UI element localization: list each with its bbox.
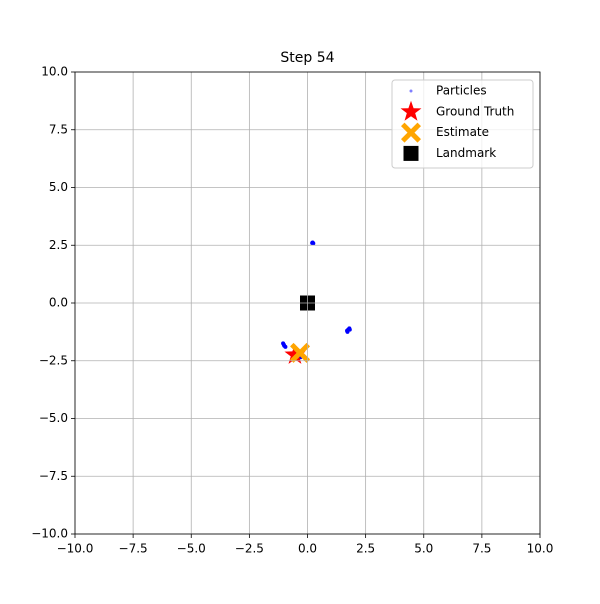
y-tick-label: 7.5 xyxy=(49,122,68,136)
x-tick-label: 5.0 xyxy=(414,542,433,556)
star-marker xyxy=(284,343,306,364)
x-tick-label: 7.5 xyxy=(472,542,491,556)
x-tick-label: 2.5 xyxy=(356,542,375,556)
x-tick-label: −7.5 xyxy=(119,542,148,556)
x-tick-label: −2.5 xyxy=(235,542,264,556)
legend: Particles Ground Truth Estimate Landmark xyxy=(391,79,534,169)
y-tick-label: 5.0 xyxy=(49,180,68,194)
y-tick-label: 2.5 xyxy=(49,238,68,252)
y-tick-label: −7.5 xyxy=(39,469,68,483)
legend-box xyxy=(391,79,534,169)
x-tick-label: −10.0 xyxy=(57,542,94,556)
x-marker xyxy=(290,342,311,363)
legend-marker xyxy=(400,100,422,121)
legend-label: Particles xyxy=(436,84,487,98)
particle xyxy=(347,327,352,332)
plot-area xyxy=(281,240,352,364)
y-tick-label: −5.0 xyxy=(39,411,68,425)
y-tick-label: −2.5 xyxy=(39,353,68,367)
axes-frame xyxy=(74,71,541,535)
particle xyxy=(281,342,286,347)
x-tick-label: 0.0 xyxy=(298,542,317,556)
legend-label: Estimate xyxy=(436,125,489,139)
legend-marker xyxy=(403,145,419,161)
y-tick-label: −10.0 xyxy=(31,527,68,541)
legend-marker xyxy=(401,122,421,143)
particle xyxy=(310,240,315,245)
legend-label: Landmark xyxy=(436,146,496,160)
legend-marker xyxy=(409,89,413,93)
x-tick-label: −5.0 xyxy=(177,542,206,556)
y-tick-label: 10.0 xyxy=(41,65,68,79)
chart-title: Step 54 xyxy=(280,50,334,66)
legend-label: Ground Truth xyxy=(436,104,514,118)
y-tick-label: 0.0 xyxy=(49,296,68,310)
x-tick-label: 10.0 xyxy=(527,542,554,556)
